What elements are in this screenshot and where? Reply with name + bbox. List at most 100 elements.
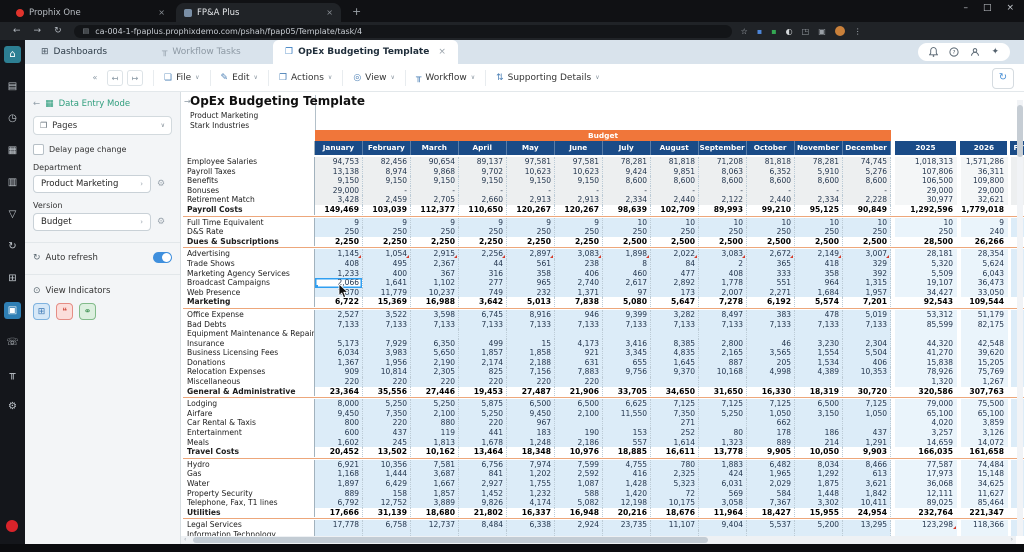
bookmark-star-icon[interactable]: ☆: [741, 27, 748, 36]
grid-cell[interactable]: -: [699, 186, 747, 196]
browser-menu-icon[interactable]: ⋮: [854, 27, 862, 36]
grid-cell[interactable]: 10,623: [555, 167, 603, 177]
grid-cell[interactable]: 250: [603, 227, 651, 237]
grid-cell[interactable]: 2,892: [651, 278, 699, 288]
grid-cell[interactable]: 10,162: [411, 447, 459, 457]
grid-cell[interactable]: 800: [315, 418, 363, 428]
grid-cell[interactable]: 238: [555, 259, 603, 269]
grid-cell[interactable]: 7,133: [747, 320, 795, 330]
grid-cell[interactable]: 15,369: [363, 297, 411, 307]
grid-cell[interactable]: 13,778: [699, 447, 747, 457]
grid-cell[interactable]: 11,779: [363, 288, 411, 298]
grid-cell[interactable]: -: [555, 186, 603, 196]
grid-cell[interactable]: [795, 329, 843, 339]
grid-cell[interactable]: 9,404: [699, 520, 747, 530]
grid-cell[interactable]: 78,281: [603, 157, 651, 167]
grid-cell[interactable]: 80: [699, 428, 747, 438]
grid-cell[interactable]: 183: [507, 428, 555, 438]
grid-cell[interactable]: 82,456: [363, 157, 411, 167]
scroll-right-icon[interactable]: ›: [1011, 536, 1013, 544]
grid-cell-2026[interactable]: 74,484: [961, 460, 1008, 470]
grid-cell-2025[interactable]: 166,035: [895, 447, 957, 457]
grid-cell[interactable]: 2,190: [411, 358, 459, 368]
grid-cell-2026[interactable]: 28,354: [961, 249, 1008, 259]
grid-cell[interactable]: 4,389: [795, 367, 843, 377]
grid-cell[interactable]: 7,125: [843, 399, 891, 409]
grid-cell[interactable]: 316: [459, 269, 507, 279]
grid-cell[interactable]: 3,428: [315, 195, 363, 205]
grid-cell[interactable]: 3,522: [363, 310, 411, 320]
grid-cell[interactable]: 889: [747, 438, 795, 448]
grid-cell[interactable]: 7,133: [651, 320, 699, 330]
grid-cell[interactable]: 2,334: [795, 195, 843, 205]
grid-cell[interactable]: 1,050: [747, 409, 795, 419]
grid-cell[interactable]: 946: [555, 310, 603, 320]
rail-icon-admin[interactable]: ⚙: [4, 398, 21, 415]
grid-cell[interactable]: 1,684: [795, 288, 843, 298]
grid-cell[interactable]: 1,554: [795, 348, 843, 358]
grid-cell[interactable]: 6,745: [459, 310, 507, 320]
grid-cell[interactable]: 921: [555, 348, 603, 358]
grid-cell-2026[interactable]: 15,148: [961, 469, 1008, 479]
grid-cell[interactable]: 5,323: [651, 479, 699, 489]
grid-cell[interactable]: [411, 329, 459, 339]
grid-cell[interactable]: 71,208: [699, 157, 747, 167]
grid-cell[interactable]: 220: [507, 377, 555, 387]
grid-cell[interactable]: 2,250: [459, 237, 507, 247]
grid-cell[interactable]: 34,650: [651, 387, 699, 397]
grid-cell[interactable]: 5,250: [363, 399, 411, 409]
grid-cell[interactable]: 1,534: [795, 358, 843, 368]
grid-cell[interactable]: 2,500: [651, 237, 699, 247]
grid-cell-2026[interactable]: 15,205: [961, 358, 1008, 368]
grid-cell[interactable]: 20,216: [603, 508, 651, 518]
grid-cell[interactable]: 119: [411, 428, 459, 438]
grid-cell[interactable]: 110,650: [459, 205, 507, 215]
grid-cell[interactable]: 5,504: [843, 348, 891, 358]
grid-cell[interactable]: 2,500: [795, 237, 843, 247]
browser-tab-prophix-one[interactable]: Prophix One ×: [8, 3, 173, 22]
grid-cell[interactable]: 2,149: [795, 249, 843, 259]
grid-cell[interactable]: 220: [411, 377, 459, 387]
grid-cell-2025[interactable]: 53,312: [895, 310, 957, 320]
scroll-left-icon[interactable]: ‹: [184, 536, 186, 544]
grid-cell[interactable]: 277: [459, 278, 507, 288]
grid-cell[interactable]: 2,100: [411, 409, 459, 419]
scrollbar-thumb[interactable]: [193, 537, 708, 543]
grid-cell[interactable]: 10: [795, 218, 843, 228]
grid-cell[interactable]: 367: [411, 269, 459, 279]
grid-cell[interactable]: 2,250: [315, 237, 363, 247]
grid-cell[interactable]: 2,304: [843, 339, 891, 349]
help-icon[interactable]: ?: [949, 47, 959, 57]
grid-cell-2026[interactable]: 221,347: [961, 508, 1008, 518]
rail-icon-filter[interactable]: ▽: [4, 206, 21, 223]
grid-cell[interactable]: 2,174: [459, 358, 507, 368]
supporting-details-menu[interactable]: ⇅Supporting Details∨: [496, 73, 600, 83]
grid-cell[interactable]: 250: [363, 227, 411, 237]
grid-cell[interactable]: [699, 377, 747, 387]
maximize-icon[interactable]: □: [983, 3, 992, 13]
grid-cell-2026[interactable]: 82,175: [961, 320, 1008, 330]
grid-cell[interactable]: 841: [459, 469, 507, 479]
grid-cell-2026[interactable]: 29,000: [961, 186, 1008, 196]
grid-cell[interactable]: 1,202: [507, 469, 555, 479]
grid-cell[interactable]: 9: [411, 218, 459, 228]
grid-cell[interactable]: 1,857: [411, 489, 459, 499]
grid-cell-2025[interactable]: 30,977: [895, 195, 957, 205]
grid-cell[interactable]: 1,168: [315, 469, 363, 479]
grid-cell[interactable]: 10,411: [843, 498, 891, 508]
grid-cell[interactable]: 5,080: [603, 297, 651, 307]
grid-cell[interactable]: 6,921: [315, 460, 363, 470]
grid-cell[interactable]: 18,885: [603, 447, 651, 457]
grid-cell-2025[interactable]: 36,068: [895, 479, 957, 489]
grid-cell[interactable]: 569: [699, 489, 747, 499]
rail-icon-templates[interactable]: ▣: [4, 302, 21, 319]
grid-cell[interactable]: 10: [603, 218, 651, 228]
grid-cell-2025[interactable]: 15,838: [895, 358, 957, 368]
grid-cell[interactable]: 5,082: [555, 498, 603, 508]
grid-cell[interactable]: -: [795, 186, 843, 196]
grid-cell[interactable]: 10,175: [651, 498, 699, 508]
grid-cell[interactable]: 74,745: [843, 157, 891, 167]
grid-cell[interactable]: 551: [747, 278, 795, 288]
grid-cell[interactable]: [843, 329, 891, 339]
grid-cell[interactable]: [699, 329, 747, 339]
